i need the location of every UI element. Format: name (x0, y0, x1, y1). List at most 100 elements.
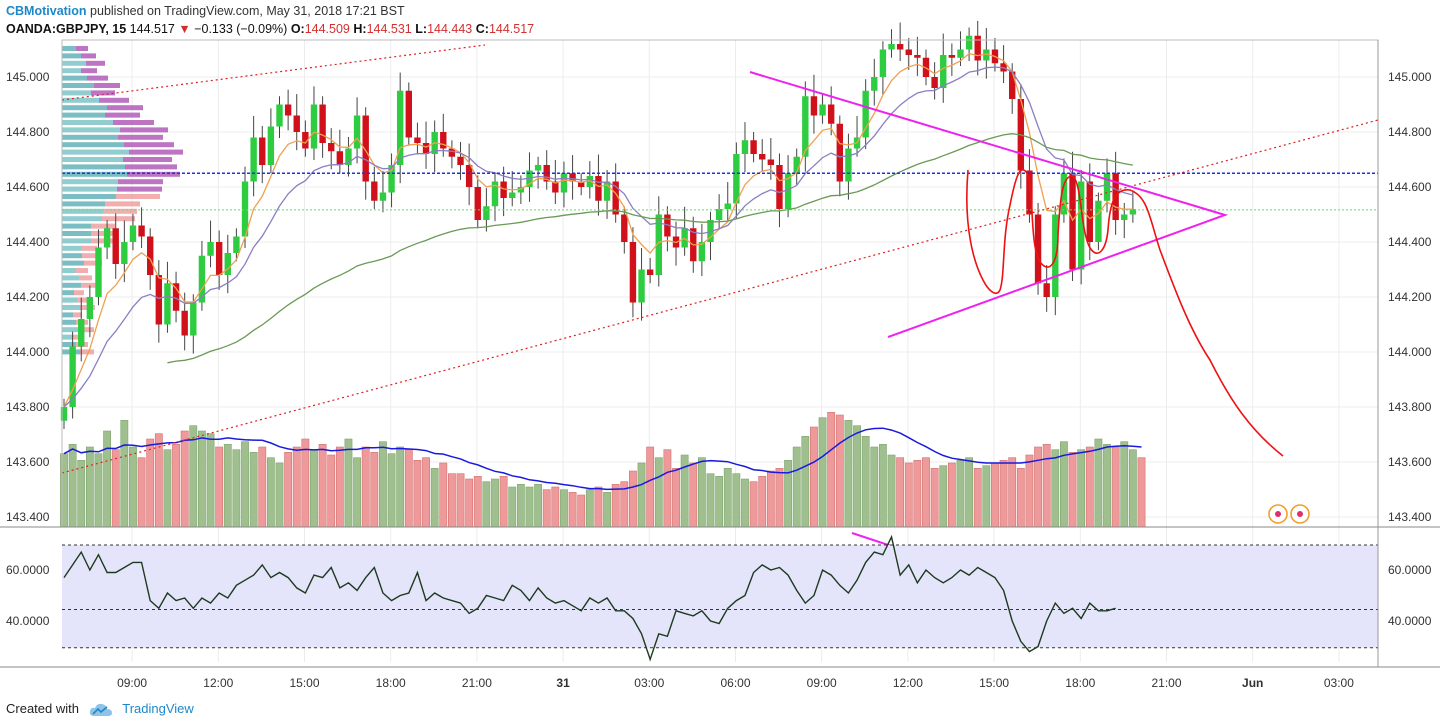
candle-up (586, 176, 594, 187)
candle-up (560, 173, 568, 193)
volume-bar (741, 478, 749, 528)
profile-bar-down (105, 201, 140, 207)
profile-bar-up (62, 75, 87, 81)
profile-bar-down (107, 105, 143, 111)
header-line-1: CBMotivation published on TradingView.co… (6, 3, 405, 19)
volume-bars (60, 412, 1146, 528)
author-name[interactable]: CBMotivation (6, 4, 87, 18)
candle-up (1121, 214, 1128, 220)
volume-bar (715, 476, 724, 528)
volume-bar (818, 417, 827, 528)
candlestick-series (60, 20, 1137, 429)
volume-bar (939, 465, 948, 528)
y-tick-label-right: 143.600 (1388, 455, 1432, 469)
y-tick-label-left: 144.600 (6, 180, 50, 194)
candle-down (836, 123, 843, 182)
profile-bar-up (62, 275, 79, 281)
profile-bar-up (62, 120, 113, 125)
volume-bar (965, 457, 973, 528)
candle-down (112, 228, 119, 264)
x-tick-label: 09:00 (807, 676, 837, 690)
candle-up (103, 228, 111, 248)
volume-bar (810, 426, 818, 528)
volume-bar (120, 420, 129, 528)
volume-bar (697, 457, 706, 528)
y-tick-label-left: 144.200 (6, 290, 50, 304)
candle-down (810, 96, 818, 116)
rsi-pane (62, 534, 1378, 662)
candle-down (500, 181, 507, 198)
candle-up (698, 242, 706, 262)
volume-bar (266, 457, 275, 528)
profile-bar-up (62, 201, 105, 207)
profile-bar-up (62, 186, 117, 192)
rsi-tick-label-right: 40.0000 (1388, 614, 1432, 628)
high-value: 144.531 (366, 22, 412, 36)
event-markers[interactable] (1268, 504, 1310, 524)
tradingview-link[interactable]: TradingView (122, 701, 194, 716)
candle-up (379, 192, 387, 201)
candle-down (776, 165, 783, 209)
candle-down (552, 181, 559, 193)
volume-bar (1077, 449, 1086, 528)
candle-up (940, 55, 947, 88)
volume-bar (353, 457, 361, 528)
profile-bar-up (62, 238, 91, 244)
upper-trendline (61, 44, 486, 101)
profile-bar-down (73, 334, 82, 340)
candle-up (871, 77, 878, 91)
profile-bar-up (62, 112, 105, 118)
candle-up (190, 302, 197, 336)
volume-bar (198, 430, 206, 528)
candle-up (655, 214, 662, 275)
candle-up (957, 49, 964, 58)
volume-bar (103, 430, 111, 528)
volume-bar (68, 444, 77, 528)
low-value: 144.443 (427, 22, 473, 36)
profile-bar-up (62, 46, 76, 51)
volume-bar (827, 412, 836, 528)
y-tick-label-right: 145.000 (1388, 70, 1432, 84)
profile-bar-up (62, 305, 80, 310)
volume-bar (991, 462, 999, 528)
volume-bar (1016, 468, 1025, 528)
candle-down (215, 242, 223, 275)
candle-up (1103, 173, 1111, 201)
profile-bar-down (80, 327, 94, 333)
candle-down (465, 165, 473, 187)
candle-up (396, 90, 404, 165)
candle-down (405, 90, 412, 138)
profile-bar-up (62, 60, 86, 66)
y-tick-label-left: 145.000 (6, 70, 50, 84)
candle-up (69, 346, 76, 407)
x-tick-label: 06:00 (720, 676, 750, 690)
y-tick-label-right: 143.400 (1388, 510, 1432, 524)
profile-bar-down (81, 68, 97, 74)
y-tick-label-right: 144.600 (1388, 180, 1432, 194)
profile-bar-down (76, 268, 88, 273)
x-tick-label: 21:00 (1151, 676, 1181, 690)
profile-bar-down (80, 349, 94, 355)
high-label: H: (353, 22, 367, 36)
candle-down (905, 49, 912, 55)
y-tick-label-left: 144.000 (6, 345, 50, 359)
profile-bar-up (62, 90, 91, 96)
candle-down (750, 140, 757, 154)
volume-bar (732, 473, 741, 528)
candle-down (543, 165, 550, 182)
profile-bar-up (62, 268, 76, 273)
volume-bar (327, 454, 336, 528)
volume-bar (335, 446, 344, 528)
profile-bar-up (62, 179, 118, 185)
volume-bar (284, 452, 293, 528)
volume-bar (456, 473, 465, 528)
profile-bar-down (76, 46, 88, 51)
volume-bar (1068, 452, 1077, 528)
volume-bar (1025, 454, 1034, 528)
volume-bar (473, 476, 482, 528)
candle-up (388, 165, 395, 193)
candle-down (448, 148, 456, 157)
profile-bar-up (62, 216, 102, 222)
candle-up (491, 181, 499, 207)
